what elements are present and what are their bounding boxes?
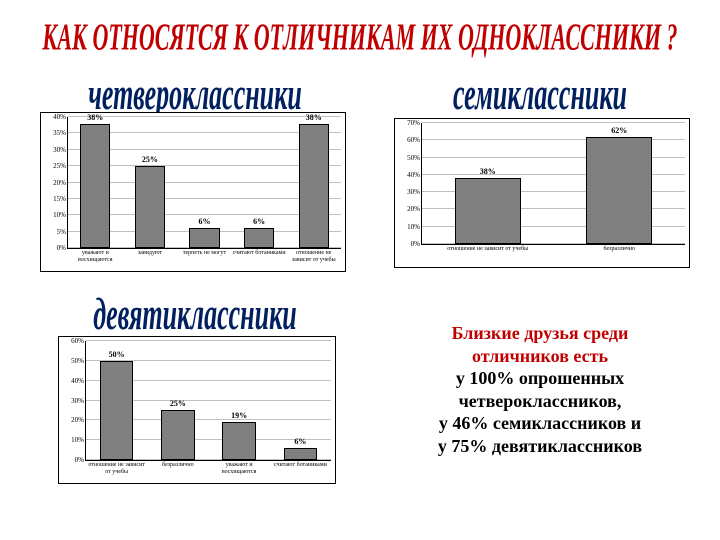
y-tick: 15% <box>44 195 66 203</box>
y-tick: 40% <box>44 113 66 121</box>
x-tick: терпеть не могут <box>177 248 232 257</box>
y-tick: 20% <box>62 416 84 424</box>
gridline <box>68 116 341 117</box>
y-tick: 25% <box>44 162 66 170</box>
x-tick: безразлично <box>554 244 686 253</box>
chart-grade4-plot: 0%5%10%15%20%25%30%35%40%38%уважают и во… <box>67 117 341 249</box>
y-tick: 20% <box>398 205 420 213</box>
chart-grade9-plot: 0%10%20%30%40%50%60%50%отношение не зави… <box>85 341 331 461</box>
bar-value-label: 38% <box>87 113 103 122</box>
bar-value-label: 6% <box>294 437 306 446</box>
bar-value-label: 50% <box>109 350 125 359</box>
friends-line: у 46% семиклассников и <box>380 412 700 435</box>
bar-value-label: 38% <box>480 167 496 176</box>
page-title: КАК ОТНОСЯТСЯ К ОТЛИЧНИКАМ ИХ ОДНОКЛАССН… <box>0 24 720 50</box>
bar-value-label: 6% <box>253 217 265 226</box>
x-tick: считают ботаниками <box>270 460 331 469</box>
y-tick: 50% <box>62 357 84 365</box>
bar <box>161 410 195 460</box>
bar <box>135 166 165 248</box>
x-tick: безразлично <box>147 460 208 469</box>
y-tick: 20% <box>44 179 66 187</box>
x-tick: завидуют <box>123 248 178 257</box>
bar <box>586 137 652 244</box>
friends-block: Близкие друзья средиотличников естьу 100… <box>380 322 700 457</box>
bar <box>284 448 318 460</box>
y-tick: 60% <box>398 136 420 144</box>
bar <box>222 422 256 460</box>
friends-line: у 75% девятиклассников <box>380 435 700 458</box>
friends-line: отличников есть <box>380 345 700 368</box>
bar <box>100 361 134 460</box>
subtitle-grade4: четвероклассники <box>50 80 340 110</box>
x-tick: уважают и восхищаются <box>209 460 270 476</box>
subtitle-grade7-text: семиклассники <box>453 69 627 122</box>
bar-value-label: 19% <box>231 411 247 420</box>
x-tick: отношение не зависит от учебы <box>86 460 147 476</box>
bar-value-label: 6% <box>199 217 211 226</box>
y-tick: 70% <box>398 119 420 127</box>
friends-line: четвероклассников, <box>380 390 700 413</box>
x-tick: отношение не зависит от учебы <box>422 244 554 253</box>
y-tick: 50% <box>398 154 420 162</box>
y-tick: 35% <box>44 129 66 137</box>
x-tick: уважают и восхищаются <box>68 248 123 264</box>
bar-value-label: 38% <box>306 113 322 122</box>
y-tick: 0% <box>62 456 84 464</box>
y-tick: 40% <box>62 377 84 385</box>
y-tick: 10% <box>44 211 66 219</box>
bar <box>455 178 521 244</box>
y-tick: 30% <box>62 397 84 405</box>
bar-value-label: 62% <box>611 126 627 135</box>
y-tick: 0% <box>398 240 420 248</box>
bar <box>244 228 274 248</box>
y-tick: 30% <box>44 146 66 154</box>
y-tick: 40% <box>398 171 420 179</box>
y-tick: 5% <box>44 228 66 236</box>
y-tick: 60% <box>62 337 84 345</box>
bar <box>299 124 329 248</box>
bar <box>189 228 219 248</box>
chart-grade7-plot: 0%10%20%30%40%50%60%70%38%отношение не з… <box>421 123 685 245</box>
chart-grade9: 0% 10% 20% 30% 40% 50% 60% 50% отношение не зави… <box>58 336 336 484</box>
x-tick: считают ботаниками <box>232 248 287 257</box>
y-tick: 10% <box>62 436 84 444</box>
gridline <box>422 122 685 123</box>
subtitle-grade9-text: девятиклассники <box>93 289 296 342</box>
y-tick: 0% <box>44 244 66 252</box>
subtitle-grade9: девятиклассники <box>50 300 340 330</box>
page-title-text: КАК ОТНОСЯТСЯ К ОТЛИЧНИКАМ ИХ ОДНОКЛАССН… <box>42 14 677 60</box>
subtitle-grade7: семиклассники <box>400 80 680 110</box>
gridline <box>86 340 331 341</box>
chart-grade4: 0% 5% 10% 15% 20% 25% 30% 35% 40% 38% уважают и во… <box>40 112 346 272</box>
friends-line: у 100% опрошенных <box>380 367 700 390</box>
bar <box>80 124 110 248</box>
y-tick: 10% <box>398 223 420 231</box>
y-tick: 30% <box>398 188 420 196</box>
bar-value-label: 25% <box>170 399 186 408</box>
bar-value-label: 25% <box>142 155 158 164</box>
x-tick: отношение не зависит от учебы <box>286 248 341 264</box>
friends-line: Близкие друзья среди <box>380 322 700 345</box>
chart-grade7: 0% 10% 20% 30% 40% 50% 60% 70% 38% отношение не з… <box>394 118 690 268</box>
